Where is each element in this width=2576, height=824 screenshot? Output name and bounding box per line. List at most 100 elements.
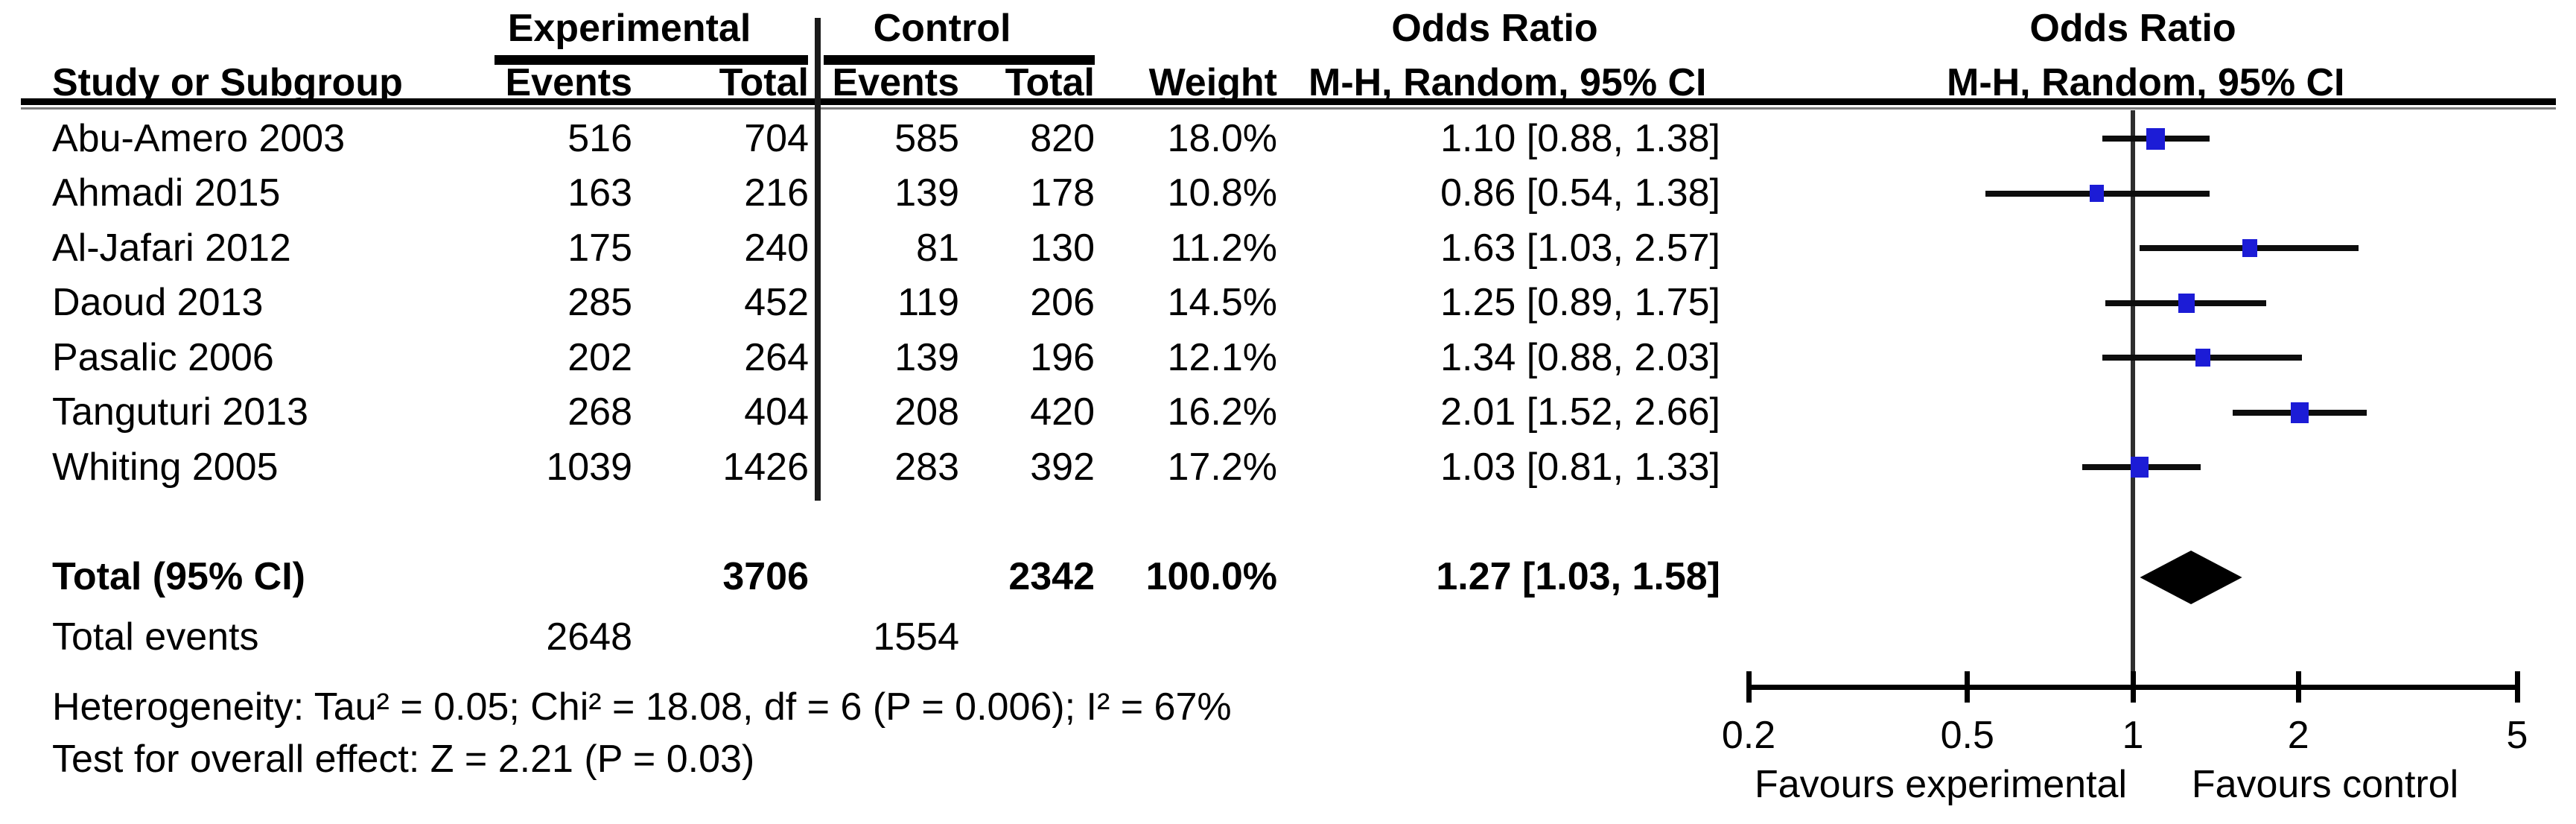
exp-events-value: 1039	[546, 445, 632, 489]
study-row: Al-Jafari 2012 175 240 81 130 11.2% 1.63 [1.03…	[0, 221, 2576, 276]
total-events-exp: 2648	[546, 615, 632, 659]
ctrl-total-value: 820	[1030, 116, 1095, 160]
no-effect-line	[2131, 110, 2135, 687]
or-column-title: Odds Ratio	[1391, 7, 1598, 50]
axis-tick	[1965, 671, 1971, 703]
study-marker-square	[2178, 293, 2195, 313]
favours-right-label: Favours control	[2191, 763, 2459, 806]
study-marker-square	[2290, 402, 2309, 423]
total-row: Total (95% CI) 3706 2342 100.0% 1.27 [1.…	[0, 550, 2576, 604]
study-row: Whiting 2005 1039 1426 283 392 17.2% 1.03 [0.8…	[0, 440, 2576, 495]
study-name: Abu-Amero 2003	[52, 116, 346, 160]
exp-total-value: 404	[744, 390, 809, 434]
study-name: Al-Jafari 2012	[52, 226, 291, 270]
or-ci-text: 1.25 [0.89, 1.75]	[1440, 281, 1720, 324]
favours-left-label: Favours experimental	[1755, 763, 2127, 806]
total-events-row: Total events 2648 1554	[0, 610, 2576, 665]
or-ci-text: 1.34 [0.88, 2.03]	[1440, 335, 1720, 379]
ctrl-total-value: 392	[1030, 445, 1095, 489]
weight-header: Weight	[1148, 61, 1277, 104]
ctrl-events-value: 139	[894, 335, 959, 379]
exp-events-value: 285	[567, 281, 632, 324]
study-name: Whiting 2005	[52, 445, 279, 489]
axis-tick-label: 2	[2287, 714, 2309, 757]
ctrl-events-value: 139	[894, 171, 959, 215]
study-name: Pasalic 2006	[52, 335, 274, 379]
or-ci-text: 1.03 [0.81, 1.33]	[1440, 445, 1720, 489]
ctrl-total-value: 178	[1030, 171, 1095, 215]
study-row: Tanguturi 2013 268 404 208 420 16.2% 2.01 [1.5…	[0, 385, 2576, 440]
ctrl-events-value: 208	[894, 390, 959, 434]
ctrl-events-value: 81	[916, 226, 959, 270]
axis-tick-label: 0.2	[1721, 714, 1776, 757]
ctrl-total-value: 196	[1030, 335, 1095, 379]
study-name: Tanguturi 2013	[52, 390, 309, 434]
or-ci-text: 1.63 [1.03, 2.57]	[1440, 226, 1720, 270]
plot-column-title: Odds Ratio	[2029, 7, 2236, 50]
ctrl-total-value: 130	[1030, 226, 1095, 270]
weight-value: 16.2%	[1167, 390, 1277, 434]
or-ci-text: 2.01 [1.52, 2.66]	[1440, 390, 1720, 434]
ctrl-events-value: 585	[894, 116, 959, 160]
study-marker-square	[2146, 127, 2166, 150]
experimental-underline	[494, 55, 808, 65]
heterogeneity-text: Heterogeneity: Tau² = 0.05; Chi² = 18.08…	[52, 685, 1232, 729]
study-column-header: Study or Subgroup	[52, 61, 403, 104]
or-ci-text: 1.10 [0.88, 1.38]	[1440, 116, 1720, 160]
ctrl-events-value: 283	[894, 445, 959, 489]
exp-total-value: 264	[744, 335, 809, 379]
axis-tick-label: 0.5	[1940, 714, 1994, 757]
study-name: Ahmadi 2015	[52, 171, 281, 215]
ctrl-events-value: 119	[897, 281, 959, 324]
weight-value: 17.2%	[1167, 445, 1277, 489]
column-divider-line	[815, 18, 821, 501]
exp-total-value: 704	[744, 116, 809, 160]
or-column-subtitle: M-H, Random, 95% CI	[1308, 61, 1707, 104]
axis-tick	[2130, 671, 2136, 703]
study-row: Abu-Amero 2003 516 704 585 820 18.0% 1.10 [0.8…	[0, 112, 2576, 166]
axis-tick	[2514, 671, 2520, 703]
weight-value: 18.0%	[1167, 116, 1277, 160]
weight-value: 14.5%	[1167, 281, 1277, 324]
study-name: Daoud 2013	[52, 281, 264, 324]
axis-tick	[2295, 671, 2301, 703]
overall-effect-text: Test for overall effect: Z = 2.21 (P = 0…	[52, 738, 755, 781]
group-header-experimental: Experimental	[507, 7, 751, 50]
total-label: Total (95% CI)	[52, 555, 305, 598]
total-weight: 100.0%	[1145, 555, 1277, 598]
or-ci-text: 0.86 [0.54, 1.38]	[1440, 171, 1720, 215]
total-or-value: 1.27 [1.03, 1.58]	[1436, 555, 1720, 598]
ctrl-total-value: 420	[1030, 390, 1095, 434]
total-exp-total: 3706	[722, 555, 809, 598]
exp-events-value: 175	[567, 226, 632, 270]
exp-events-value: 516	[567, 116, 632, 160]
group-header-control: Control	[873, 7, 1011, 50]
axis-tick	[1746, 671, 1752, 703]
study-row: Pasalic 2006 202 264 139 196 12.1% 1.34 [0.88,…	[0, 331, 2576, 385]
weight-value: 11.2%	[1170, 226, 1277, 270]
exp-total-value: 240	[744, 226, 809, 270]
total-events-ctrl: 1554	[873, 615, 959, 659]
exp-events-value: 163	[567, 171, 632, 215]
ctrl-total-header: Total	[1005, 61, 1095, 104]
study-row: Daoud 2013 285 452 119 206 14.5% 1.25 [0.89, 1…	[0, 276, 2576, 330]
exp-total-value: 216	[744, 171, 809, 215]
exp-events-header: Events	[505, 61, 632, 104]
exp-total-value: 452	[744, 281, 809, 324]
axis-tick-label: 1	[2122, 714, 2144, 757]
ctrl-events-header: Events	[832, 61, 959, 104]
exp-total-value: 1426	[722, 445, 809, 489]
total-ctrl-total: 2342	[1008, 555, 1095, 598]
weight-value: 12.1%	[1167, 335, 1277, 379]
header-rule-shadow	[21, 107, 2556, 110]
study-marker-square	[2090, 185, 2105, 202]
weight-value: 10.8%	[1167, 171, 1277, 215]
study-marker-square	[2242, 239, 2257, 257]
exp-total-header: Total	[719, 61, 809, 104]
study-marker-square	[2195, 349, 2210, 367]
total-events-label: Total events	[52, 615, 259, 659]
exp-events-value: 268	[567, 390, 632, 434]
plot-column-subtitle: M-H, Random, 95% CI	[1947, 61, 2345, 104]
axis-tick-label: 5	[2506, 714, 2528, 757]
